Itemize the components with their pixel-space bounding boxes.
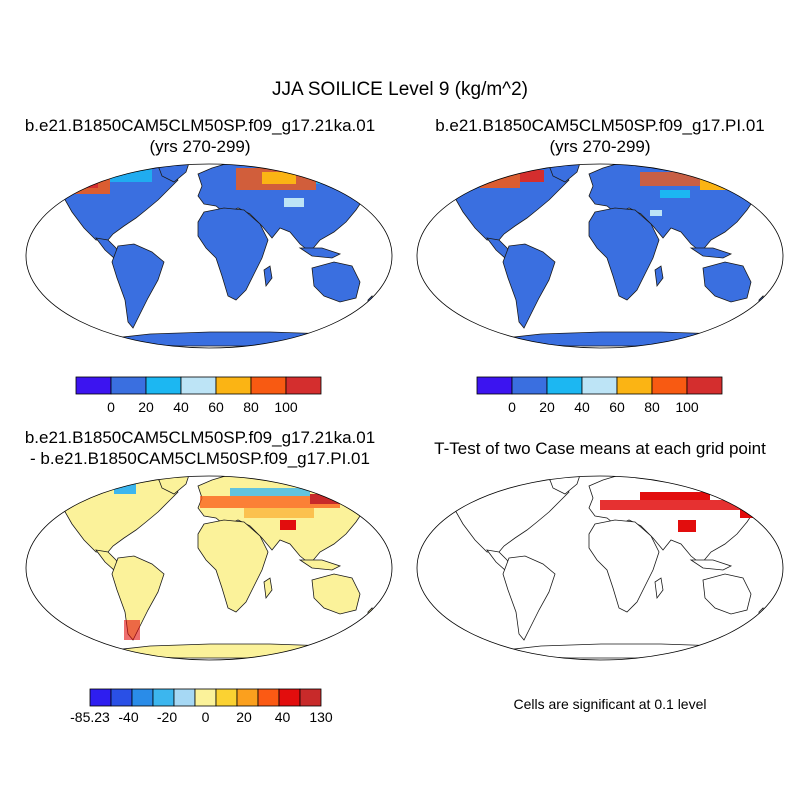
colorbar-pi: 0 20 40 60 80 100 (476, 376, 723, 415)
colorbar-tick-label: -85.23 (70, 709, 110, 725)
colorbar-tick-label: 80 (644, 399, 660, 415)
colorbar-21ka: 0 20 40 60 80 100 (75, 376, 322, 415)
colorbar-box (215, 688, 238, 707)
colorbar-box (511, 376, 548, 395)
colorbar-box (278, 688, 301, 707)
colorbar-tick-label: 100 (675, 399, 699, 415)
colorbar-tick-label: 130 (309, 709, 333, 725)
panel-title-pi: b.e21.B1850CAM5CLM50SP.f09_g17.PI.01 (yr… (400, 115, 800, 157)
colorbar-box (180, 376, 217, 395)
map-panel-difference (25, 475, 393, 661)
panel-title-21ka: b.e21.B1850CAM5CLM50SP.f09_g17.21ka.01 (… (0, 115, 400, 157)
map-panel-pi (416, 163, 784, 349)
colorbar-tick-label: 40 (275, 709, 291, 725)
colorbar-box (75, 376, 112, 395)
colorbar-box (110, 688, 133, 707)
colorbar-tick-label: 60 (609, 399, 625, 415)
colorbar-box (131, 688, 154, 707)
panel-title-line2: - b.e21.B1850CAM5CLM50SP.f09_g17.PI.01 (30, 449, 370, 468)
colorbar-box (152, 688, 175, 707)
colorbar-box (194, 688, 217, 707)
panel-title-line1: b.e21.B1850CAM5CLM50SP.f09_g17.21ka.01 (24, 116, 376, 135)
colorbar-tick-label: 100 (274, 399, 298, 415)
colorbar-box (686, 376, 723, 395)
colorbar-difference: -85.23 -40 -20 0 20 40 130 (70, 688, 333, 725)
colorbar-tick-label: 0 (107, 399, 115, 415)
colorbar-box (250, 376, 287, 395)
map-panel-21ka (25, 163, 393, 349)
colorbar-tick-label: 40 (574, 399, 590, 415)
colorbar-box (215, 376, 252, 395)
colorbar-box (546, 376, 583, 395)
colorbar-box (476, 376, 513, 395)
colorbar-box (110, 376, 147, 395)
colorbar-tick-label: 0 (202, 709, 210, 725)
colorbar-box (299, 688, 322, 707)
main-title: JJA SOILICE Level 9 (kg/m^2) (271, 79, 528, 100)
panel-title-line1: b.e21.B1850CAM5CLM50SP.f09_g17.21ka.01 (24, 428, 376, 447)
colorbar-tick-label: 40 (173, 399, 189, 415)
colorbar-box (651, 376, 688, 395)
colorbar-box (285, 376, 322, 395)
panel-title-ttest: T-Test of two Case means at each grid po… (434, 439, 766, 458)
colorbar-tick-label: 80 (243, 399, 259, 415)
colorbar-box (616, 376, 653, 395)
colorbar-tick-label: 20 (236, 709, 252, 725)
colorbar-box (581, 376, 618, 395)
significance-note: Cells are significant at 0.1 level (513, 696, 707, 712)
panel-title-line2: (yrs 270-299) (149, 137, 251, 156)
colorbar-box (236, 688, 259, 707)
colorbar-tick-label: -20 (157, 709, 177, 725)
colorbar-box (173, 688, 196, 707)
colorbar-tick-label: 60 (208, 399, 224, 415)
colorbar-box (89, 688, 112, 707)
panel-title-line2: (yrs 270-299) (549, 137, 651, 156)
colorbar-box (257, 688, 280, 707)
colorbar-tick-label: 20 (138, 399, 154, 415)
panel-title-difference: b.e21.B1850CAM5CLM50SP.f09_g17.21ka.01 -… (0, 427, 400, 469)
colorbar-tick-label: -40 (118, 709, 138, 725)
colorbar-tick-label: 0 (508, 399, 516, 415)
colorbar-box (145, 376, 182, 395)
colorbar-tick-label: 20 (539, 399, 555, 415)
panel-title-line1: b.e21.B1850CAM5CLM50SP.f09_g17.PI.01 (435, 116, 765, 135)
difference-hotspots (46, 478, 340, 640)
map-panel-ttest (416, 475, 784, 661)
